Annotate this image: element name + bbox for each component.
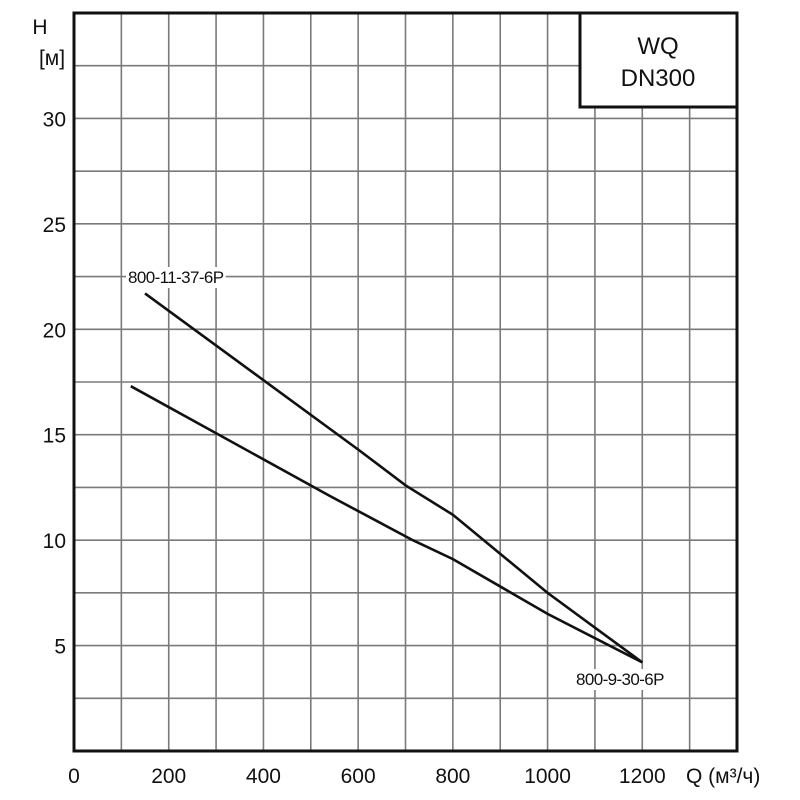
series-labels: 800-11-37-6P 800-9-30-6P <box>126 267 667 690</box>
series-label-background <box>126 267 226 288</box>
y-tick-label: 10 <box>43 530 66 553</box>
title-box-frame <box>578 11 739 109</box>
series-label: 800-9-30-6P <box>576 670 664 689</box>
title-model: WQ <box>637 33 678 60</box>
chart-title-box: WQ DN300 <box>578 11 739 109</box>
plot-frame <box>72 11 739 753</box>
y-tick-label: 30 <box>43 108 66 131</box>
curve-800-9-30-6P <box>130 385 643 664</box>
title-size: DN300 <box>621 65 696 92</box>
y-tick-label: 15 <box>43 425 66 448</box>
y-axis-title-unit: [м] <box>39 47 65 70</box>
y-tick-label: 25 <box>43 214 66 237</box>
x-axis-title: Q (м³/ч) <box>686 765 760 788</box>
x-axis-ticks: 0 200 400 600 800 1000 1200 <box>68 765 665 788</box>
y-tick-label: 5 <box>54 636 66 659</box>
series-label-background <box>574 669 667 690</box>
y-axis-title-symbol: H <box>32 16 47 39</box>
series-label: 800-11-37-6P <box>128 268 224 287</box>
curve-800-11-37-6P <box>144 292 644 664</box>
y-axis-ticks: 5 10 15 20 25 30 <box>43 108 66 658</box>
x-tick-label: 400 <box>246 765 281 788</box>
performance-curves <box>130 292 644 664</box>
x-tick-label: 600 <box>341 765 376 788</box>
x-tick-label: 800 <box>435 765 470 788</box>
x-tick-label: 0 <box>68 765 80 788</box>
y-tick-label: 20 <box>43 319 66 342</box>
x-tick-label: 200 <box>151 765 186 788</box>
grid-lines <box>74 13 737 751</box>
x-tick-label: 1200 <box>619 765 666 788</box>
x-tick-label: 1000 <box>524 765 571 788</box>
